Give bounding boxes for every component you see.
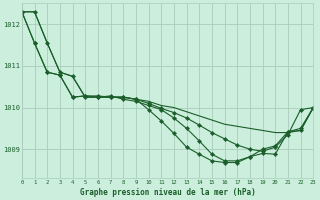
X-axis label: Graphe pression niveau de la mer (hPa): Graphe pression niveau de la mer (hPa) — [80, 188, 255, 197]
